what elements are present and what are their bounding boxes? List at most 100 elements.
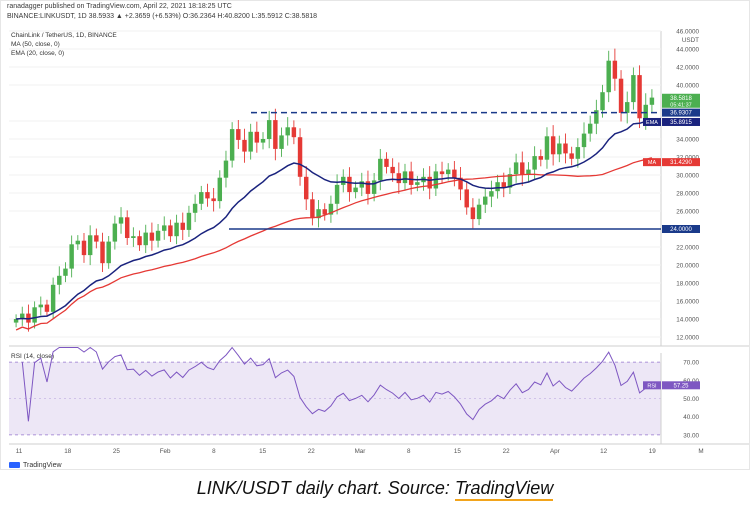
price-tick-label: 18.0000	[676, 281, 699, 288]
candle-body	[87, 235, 93, 256]
price-tick-label: 46.0000	[676, 29, 699, 36]
candle-body	[38, 304, 44, 308]
candle-body	[581, 133, 587, 148]
time-tick-label: Mar	[355, 448, 366, 455]
candle-body	[155, 230, 161, 241]
price-label-value: 24.0000	[670, 227, 692, 233]
legend-ma[interactable]: MA (50, close, 0)	[11, 41, 60, 48]
publisher-line: ranadagger published on TradingView.com,…	[7, 3, 232, 10]
candle-body	[594, 110, 599, 124]
price-tick-label: 40.0000	[676, 83, 699, 90]
time-tick-label: 25	[113, 448, 121, 455]
candle-body	[458, 177, 463, 190]
candle-body	[20, 313, 25, 319]
candle-body	[550, 136, 556, 155]
candle-body	[649, 97, 655, 105]
candle-body	[217, 177, 223, 202]
candle-body	[75, 240, 81, 245]
candle-body	[563, 143, 568, 154]
candle-body	[106, 241, 111, 264]
candle-body	[199, 192, 204, 204]
candle-body	[162, 225, 167, 231]
price-label-value: 31.4290	[670, 160, 692, 166]
rsi-tick-label: 70.00	[683, 360, 699, 367]
candle-body	[273, 120, 278, 149]
price-label-box	[662, 117, 700, 126]
candle-body	[600, 92, 605, 111]
candle-body	[279, 135, 284, 149]
candle-body	[291, 127, 297, 138]
caption-text: LINK/USDT daily chart. Source:	[196, 478, 455, 498]
rsi-value-label: 57.25	[673, 383, 689, 389]
candle-body	[266, 120, 272, 139]
price-chart[interactable]: 12.0000 14.0000 16.0000 18.0000 20.0000 22.00…	[1, 1, 749, 461]
candle-body	[322, 209, 327, 215]
price-label-countdown: 05:41:37	[670, 102, 691, 108]
candle-body	[260, 139, 266, 143]
candle-body	[501, 182, 506, 188]
candle-body	[131, 236, 136, 238]
price-label-tag-box	[643, 158, 661, 167]
candle-body	[236, 129, 241, 140]
price-tick-label: 30.0000	[676, 173, 699, 180]
price-tick-label: 14.0000	[676, 317, 699, 324]
candle-body	[328, 203, 334, 215]
legend-ema[interactable]: EMA (20, close, 0)	[11, 50, 65, 57]
time-tick-label: 8	[212, 448, 216, 455]
time-tick-label: Apr	[550, 448, 560, 455]
price-label-box	[662, 225, 700, 233]
price-label-tag-box	[643, 117, 661, 126]
candle-body	[520, 162, 525, 175]
candle-body	[396, 173, 402, 184]
candle-body	[242, 139, 247, 152]
candle-body	[371, 180, 377, 194]
candle-body	[50, 284, 56, 312]
time-tick-label: 22	[503, 448, 511, 455]
rsi-legend[interactable]: RSI (14, close)	[11, 353, 54, 360]
price-label-value: 38.5818	[670, 96, 692, 102]
candle-body	[569, 153, 574, 159]
legend-title[interactable]: ChainLink / TetherUS, 1D, BINANCE	[11, 32, 117, 39]
time-tick-label: 22	[308, 448, 316, 455]
candle-body	[118, 217, 124, 224]
candle-body	[489, 191, 494, 197]
candle-body	[445, 169, 451, 175]
candle-body	[44, 304, 50, 312]
price-unit-label: USDT	[682, 37, 699, 44]
candle-body	[612, 60, 618, 79]
price-tick-label: 32.0000	[676, 155, 699, 162]
candle-body	[211, 198, 216, 202]
time-tick-label: 8	[407, 448, 411, 455]
candle-body	[637, 75, 642, 119]
time-tick-label: 15	[454, 448, 462, 455]
tradingview-logo[interactable]: TradingView	[9, 462, 62, 469]
candle-body	[365, 181, 371, 194]
tradingview-brand: TradingView	[23, 462, 62, 469]
candle-body	[415, 182, 420, 185]
candle-body	[285, 127, 290, 136]
tradingview-icon	[9, 462, 20, 469]
candle-body	[624, 102, 630, 113]
candle-body	[402, 171, 408, 184]
time-tick-label: 19	[649, 448, 657, 455]
candle-body	[81, 240, 87, 256]
price-tick-label: 34.0000	[676, 137, 699, 144]
candle-body	[192, 203, 198, 213]
candle-body	[94, 235, 99, 242]
candle-body	[205, 192, 210, 199]
candle-body	[168, 225, 173, 237]
caption-source: TradingView	[454, 478, 554, 501]
candle-body	[229, 129, 235, 161]
candle-body	[63, 268, 68, 276]
candle-body	[384, 158, 389, 167]
price-tick-label: 22.0000	[676, 245, 699, 252]
candle-body	[557, 143, 562, 155]
price-tick-label: 42.0000	[676, 65, 699, 72]
candle-body	[476, 204, 482, 220]
time-tick-label: 15	[259, 448, 267, 455]
price-label-tag: EMA	[646, 120, 658, 126]
candle-body	[13, 319, 19, 323]
time-tick-label: 11	[16, 448, 23, 455]
price-label-tag: MA	[648, 160, 657, 166]
candle-body	[606, 60, 611, 93]
